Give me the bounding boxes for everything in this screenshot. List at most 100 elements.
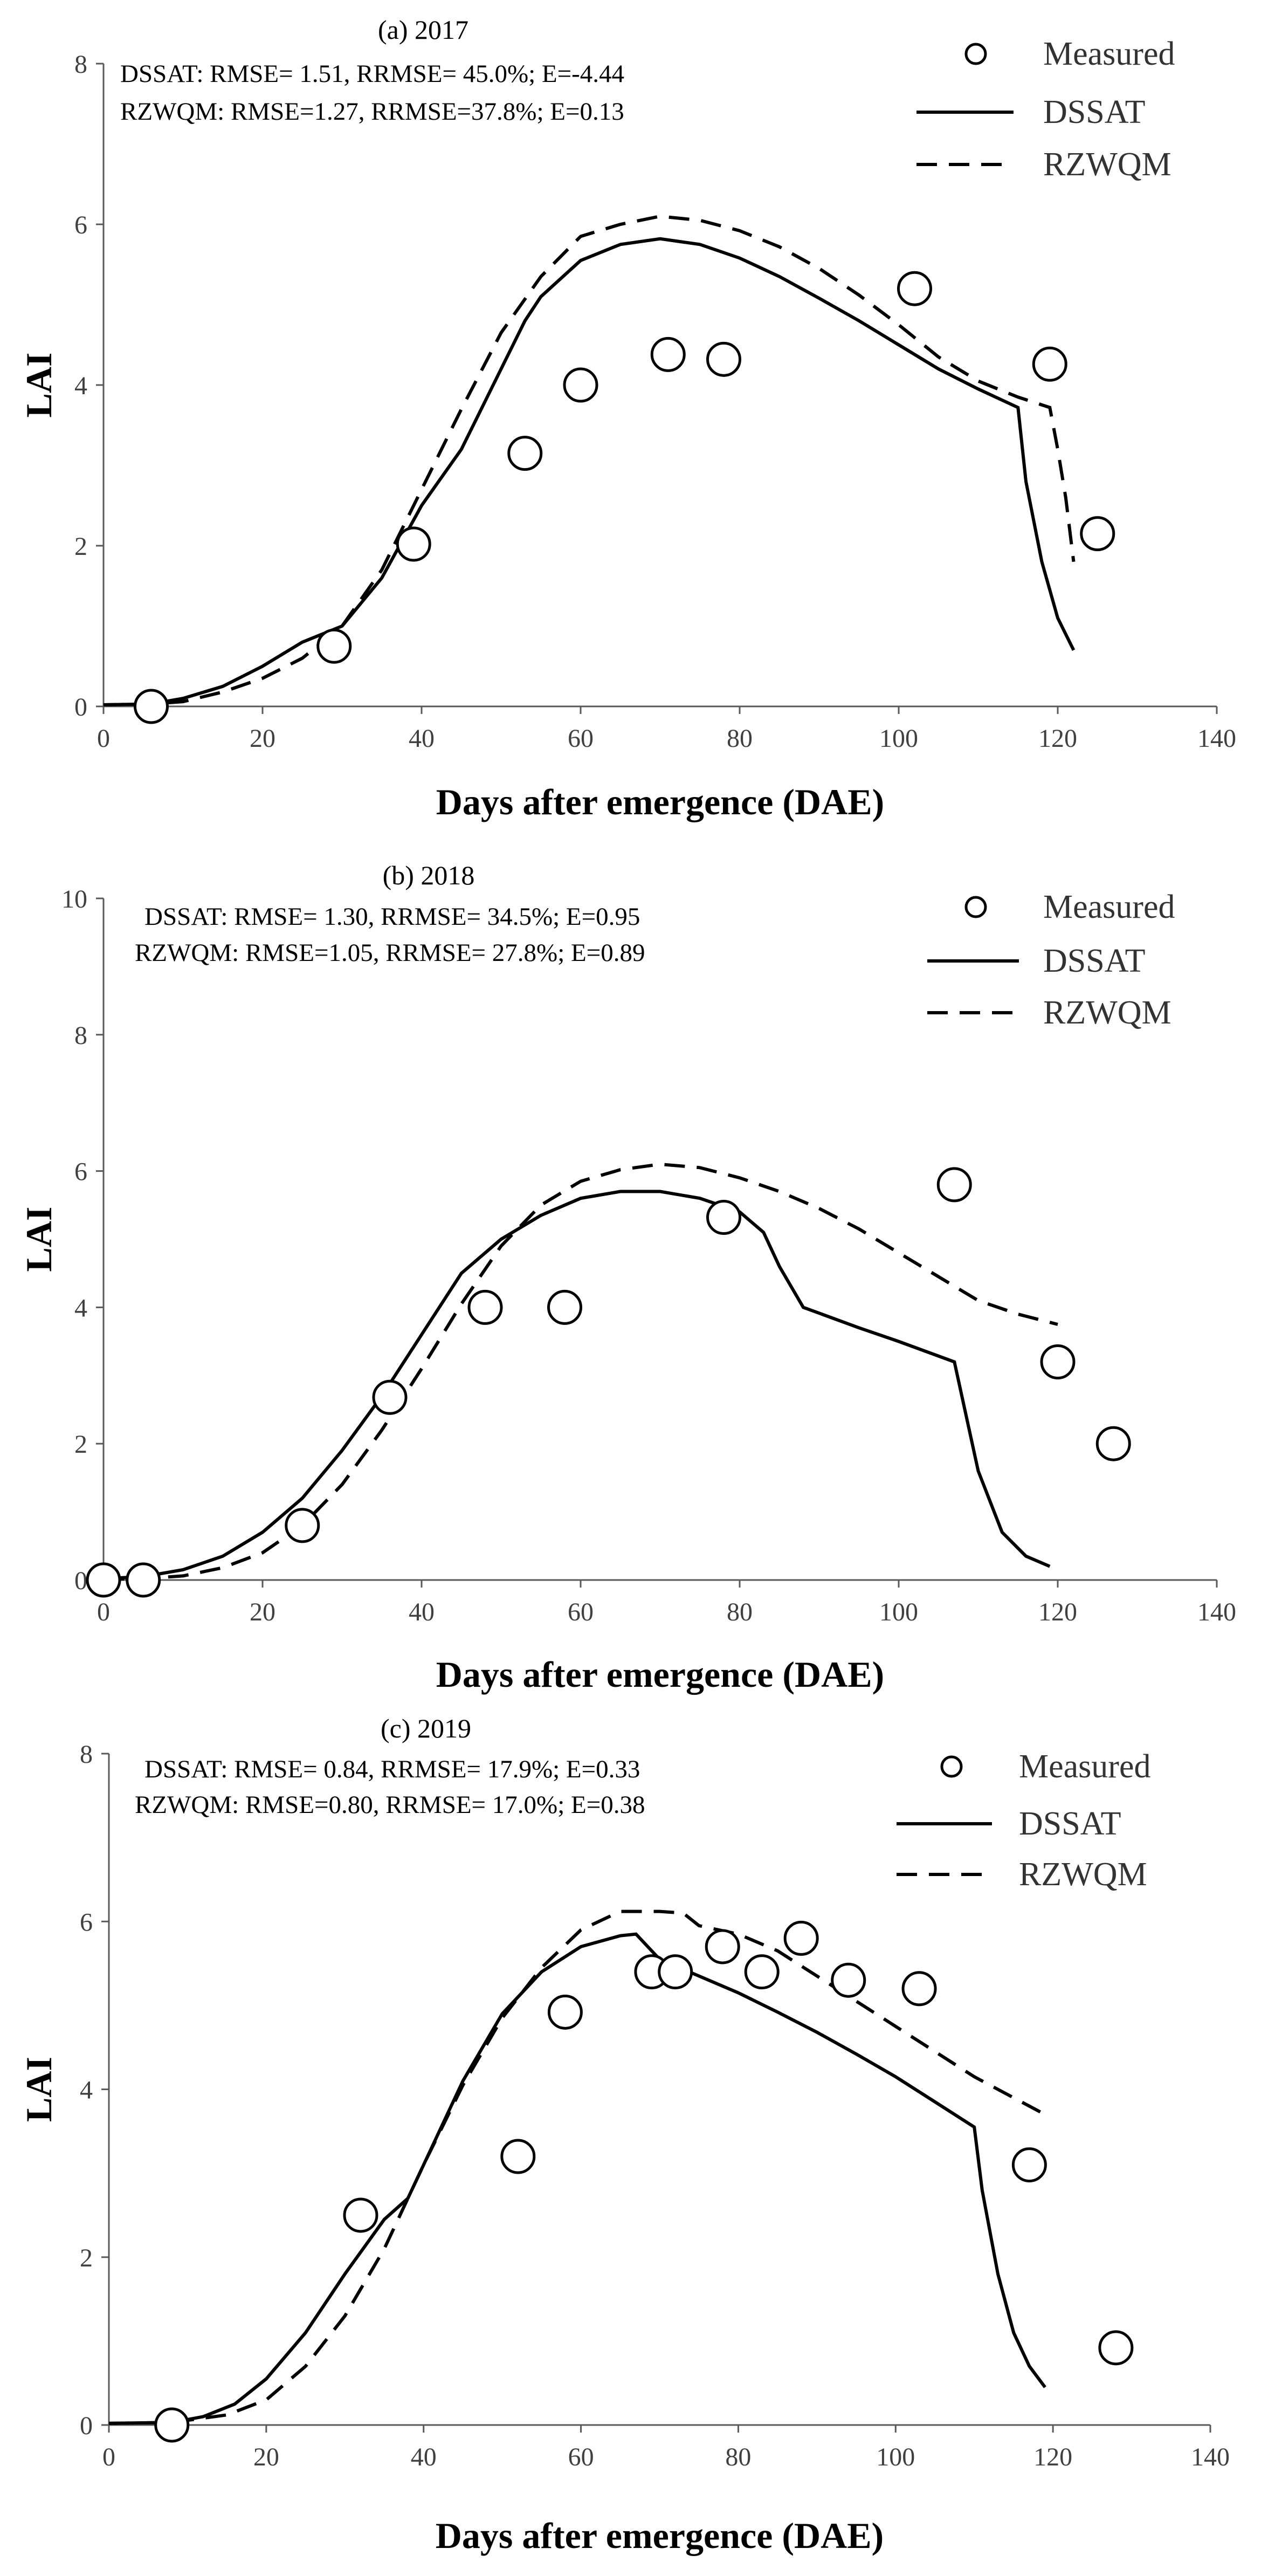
legend: Measured DSSAT RZWQM: [897, 1748, 1150, 1893]
dssat-series-line: [108, 1932, 1046, 2425]
y-axis-label: LAI: [18, 2057, 59, 2122]
measured-point: [563, 367, 598, 403]
legend: Measured DSSAT RZWQM: [927, 889, 1175, 1031]
measured-point: [467, 1289, 503, 1325]
y-axis-label: LAI: [18, 353, 59, 418]
measured-point: [547, 1994, 583, 2030]
measured-point: [1032, 346, 1067, 382]
x-axis-label: Days after emergence (DAE): [436, 781, 884, 822]
x-tick-label: 100: [879, 724, 918, 753]
measured-point: [396, 526, 431, 562]
x-tick-label: 80: [727, 724, 753, 753]
rzwqm-series-line: [103, 1162, 1058, 1581]
measured-point: [1040, 1344, 1076, 1380]
x-tick-label: 20: [253, 2443, 279, 2471]
x-tick-label: 120: [1033, 2443, 1072, 2471]
measured-point: [507, 436, 543, 471]
y-tick-label: 6: [74, 1158, 87, 1186]
measured-point: [316, 628, 352, 664]
measured-point: [650, 336, 686, 372]
measured-point: [343, 2197, 378, 2233]
panel-title: (c) 2019: [381, 1713, 471, 1743]
legend-dssat-label: DSSAT: [1019, 1805, 1121, 1842]
y-tick-label: 0: [80, 2412, 93, 2440]
measured-point: [500, 2139, 536, 2174]
y-tick-label: 6: [80, 1908, 93, 1936]
legend-measured-marker: [964, 896, 987, 918]
x-tick-label: 20: [250, 724, 275, 753]
y-tick-label: 0: [74, 693, 87, 722]
panel-title: (b) 2018: [383, 860, 475, 890]
rzwqm-series-line: [108, 1909, 1046, 2425]
measured-point: [1080, 516, 1115, 552]
x-tick-label: 60: [568, 1598, 594, 1626]
stats-line-1: DSSAT: RMSE= 1.51, RRMSE= 45.0%; E=-4.44: [120, 60, 624, 88]
y-tick-label: 2: [80, 2244, 93, 2272]
measured-point: [154, 2407, 190, 2443]
measured-point: [1095, 1426, 1131, 1461]
x-tick-label: 0: [97, 1598, 110, 1626]
x-tick-label: 0: [97, 724, 110, 753]
x-tick-label: 120: [1038, 724, 1077, 753]
x-tick-label: 40: [409, 1598, 435, 1626]
y-tick-label: 6: [74, 211, 87, 239]
x-tick-label: 60: [568, 2443, 594, 2471]
x-tick-label: 40: [409, 724, 435, 753]
stats-line-1: DSSAT: RMSE= 0.84, RRMSE= 17.9%; E=0.33: [144, 1755, 640, 1783]
stats-line-2: RZWQM: RMSE=0.80, RRMSE= 17.0%; E=0.38: [135, 1791, 645, 1819]
stats-line-2: RZWQM: RMSE=1.05, RRMSE= 27.8%; E=0.89: [135, 939, 645, 967]
x-tick-label: 80: [727, 1598, 753, 1626]
measured-point: [901, 1971, 937, 2007]
legend-measured-marker: [964, 43, 987, 65]
legend-rzwqm-label: RZWQM: [1043, 146, 1171, 183]
measured-point: [936, 1167, 972, 1203]
measured-point: [126, 1562, 161, 1598]
x-axis-label: Days after emergence (DAE): [436, 2515, 884, 2556]
dssat-series-line: [103, 1190, 1051, 1581]
stats-line-2: RZWQM: RMSE=1.27, RRMSE=37.8%; E=0.13: [120, 98, 624, 126]
legend-measured-label: Measured: [1019, 1748, 1150, 1785]
x-tick-label: 40: [411, 2443, 437, 2471]
measured-point: [705, 1929, 740, 1964]
measured-point: [1098, 2330, 1134, 2366]
y-axis-label: LAI: [18, 1207, 59, 1272]
measured-point: [547, 1289, 582, 1325]
rzwqm-series-line: [103, 215, 1076, 706]
measured-point: [897, 271, 932, 306]
measured-point: [134, 689, 169, 724]
measured-point: [831, 1962, 866, 1998]
y-tick-label: 8: [80, 1740, 93, 1769]
x-tick-label: 80: [725, 2443, 751, 2471]
x-tick-label: 140: [1197, 1598, 1236, 1626]
y-tick-label: 2: [74, 1430, 87, 1459]
legend: Measured DSSAT RZWQM: [916, 36, 1175, 183]
panel-title: (a) 2017: [378, 15, 468, 45]
x-tick-label: 100: [876, 2443, 915, 2471]
measured-point: [706, 1200, 741, 1235]
x-tick-label: 20: [250, 1598, 275, 1626]
legend-dssat-label: DSSAT: [1043, 94, 1146, 130]
chart-panel-3: 0 20 40 60 80 100 120 140 0 2 4 6 8 Days after emerge…: [18, 1713, 1230, 2556]
y-tick-label: 4: [74, 372, 87, 400]
measured-point: [1011, 2147, 1047, 2183]
y-tick-label: 0: [74, 1567, 87, 1595]
y-tick-label: 8: [74, 1021, 87, 1050]
x-tick-label: 140: [1191, 2443, 1230, 2471]
legend-measured-label: Measured: [1043, 889, 1175, 925]
legend-dssat-label: DSSAT: [1043, 943, 1146, 979]
legend-rzwqm-label: RZWQM: [1043, 994, 1171, 1031]
measured-point: [783, 1920, 819, 1956]
x-tick-label: 100: [879, 1598, 918, 1626]
legend-measured-label: Measured: [1043, 36, 1175, 72]
x-tick-label: 60: [568, 724, 594, 753]
measured-point: [658, 1954, 693, 1990]
x-tick-label: 0: [102, 2443, 115, 2471]
x-tick-label: 120: [1038, 1598, 1077, 1626]
measured-point: [86, 1562, 121, 1598]
stats-line-1: DSSAT: RMSE= 1.30, RRMSE= 34.5%; E=0.95: [144, 903, 640, 931]
measured-point: [285, 1508, 320, 1543]
legend-measured-marker: [940, 1755, 963, 1778]
y-tick-label: 10: [61, 885, 87, 913]
y-tick-label: 4: [74, 1294, 87, 1322]
